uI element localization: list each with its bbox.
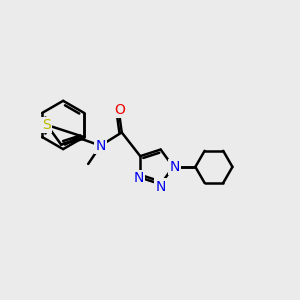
Text: N: N (134, 171, 144, 184)
Text: N: N (95, 139, 106, 153)
Text: O: O (114, 103, 125, 117)
Text: S: S (43, 118, 51, 132)
Text: N: N (169, 160, 180, 174)
Text: N: N (155, 180, 166, 194)
